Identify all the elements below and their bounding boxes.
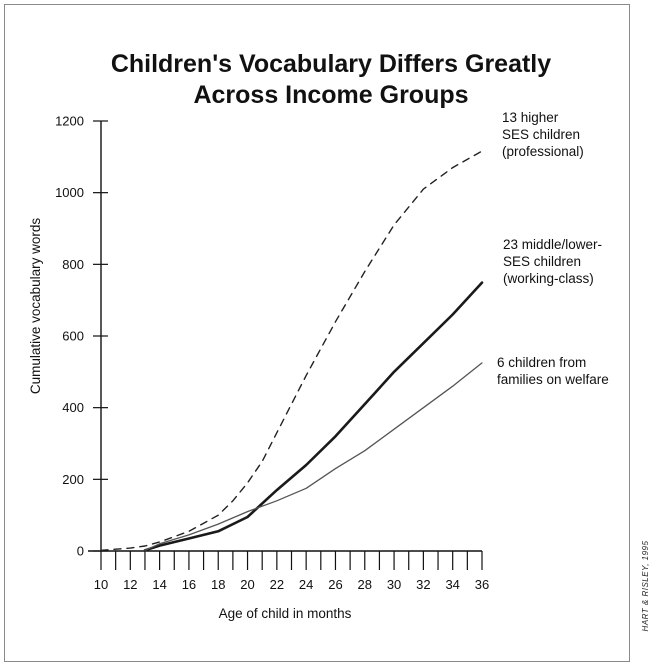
y-tick-label: 800 [62, 257, 84, 272]
x-tick-label: 16 [182, 577, 196, 592]
series-line-middle-lower-ses [143, 281, 484, 552]
x-tick-label: 22 [270, 577, 284, 592]
chart-title: Children's Vocabulary Differs Greatly Ac… [111, 50, 551, 109]
x-tick-label: 28 [358, 577, 372, 592]
x-tick-label: 24 [299, 577, 313, 592]
series-line-higher-ses [100, 150, 483, 551]
x-tick-label: 30 [387, 577, 401, 592]
annotation-line: 13 higher [502, 110, 559, 125]
x-tick-label: 32 [416, 577, 430, 592]
y-axis-label: Cumulative vocabulary words [28, 218, 43, 395]
x-axis-label: Age of child in months [219, 606, 352, 621]
annotation-line: (working-class) [503, 271, 594, 286]
chart-title-line-1: Children's Vocabulary Differs Greatly [111, 50, 551, 78]
x-tick-label: 14 [152, 577, 166, 592]
annotation-higher-ses: 13 higher SES children (professional) [502, 110, 584, 159]
annotation-line: SES children [503, 254, 581, 269]
annotation-line: 23 middle/lower- [503, 237, 602, 252]
x-tick-label: 26 [328, 577, 342, 592]
annotation-line: 6 children from [497, 355, 586, 370]
y-tick-label: 1000 [55, 185, 84, 200]
y-tick-label: 1200 [55, 114, 84, 129]
x-tick-label: 12 [123, 577, 137, 592]
annotation-line: families on welfare [497, 372, 609, 387]
annotation-middle-lower-ses: 23 middle/lower- SES children (working-cla… [503, 237, 602, 286]
series-lines [100, 150, 484, 552]
annotation-line: SES children [502, 127, 580, 142]
x-tick-label: 20 [240, 577, 254, 592]
x-tick-label: 10 [94, 577, 108, 592]
y-tick-label: 0 [77, 544, 84, 559]
x-tick-label: 34 [445, 577, 459, 592]
annotation-welfare: 6 children from families on welfare [497, 355, 609, 387]
axes: 0 200 400 600 800 1000 1200 10 12 14 16 18 20 22 24 26 2… [55, 114, 489, 593]
chart-frame [4, 4, 630, 662]
series-line-welfare [144, 362, 483, 551]
x-tick-label: 18 [211, 577, 225, 592]
y-tick-label: 600 [62, 329, 84, 344]
annotation-line: (professional) [502, 144, 584, 159]
y-tick-label: 400 [62, 400, 84, 415]
source-credit: HART & RISLEY, 1995 [641, 541, 650, 632]
chart-title-line-2: Across Income Groups [193, 81, 468, 109]
x-tick-label: 36 [475, 577, 489, 592]
y-tick-label: 200 [62, 472, 84, 487]
series-annotations: 13 higher SES children (professional) 23 mi… [497, 110, 609, 387]
